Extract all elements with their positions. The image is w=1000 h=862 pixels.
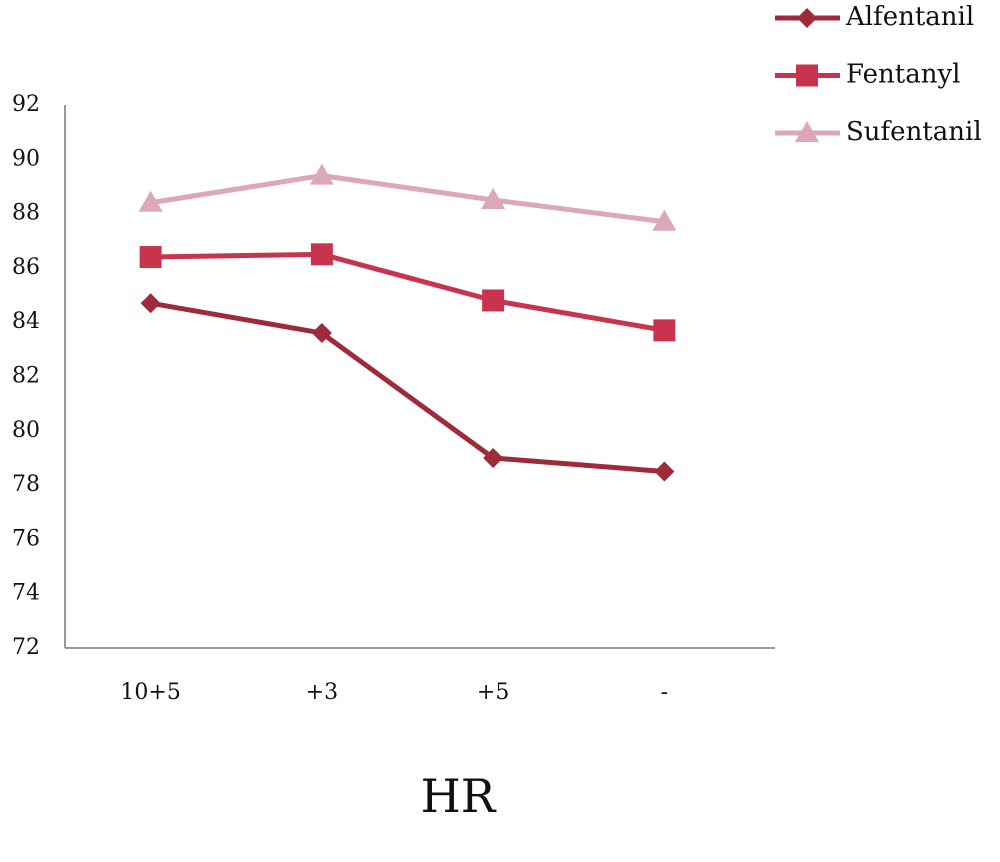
y-tick-label: 72 [12,635,40,660]
legend-label: Sufentanil [846,117,982,147]
series-line [150,251,665,333]
y-tick-label: 82 [12,364,40,389]
y-tick-label: 76 [12,526,40,551]
marker [652,209,677,231]
y-tick-label: 84 [12,309,40,334]
x-axis-label: HR [421,769,497,823]
legend-marker [795,121,819,142]
legend-marker [797,8,817,28]
marker [310,243,333,266]
x-tick-label: +5 [477,680,509,705]
marker [653,319,676,342]
y-tick-label: 80 [12,418,40,443]
y-tick-label: 86 [12,255,40,280]
y-tick-label: 92 [12,92,40,117]
marker [309,163,334,185]
marker [139,246,162,269]
series-line [150,300,665,475]
marker [481,188,506,210]
legend-label: Alfentanil [845,2,974,32]
legend-marker [796,64,818,87]
marker [140,293,161,314]
marker [654,461,675,482]
legend-label: Fentanyl [846,60,960,90]
y-tick-label: 78 [12,472,40,497]
y-tick-label: 90 [12,146,40,171]
series-line [150,173,665,225]
x-tick-label: +3 [306,680,338,705]
y-tick-label: 74 [12,581,40,606]
marker [482,289,505,312]
x-tick-label: - [661,680,668,705]
marker [138,190,163,212]
marker [483,447,504,468]
marker [311,323,332,344]
y-tick-label: 88 [12,201,40,226]
x-tick-label: 10+5 [120,680,180,705]
